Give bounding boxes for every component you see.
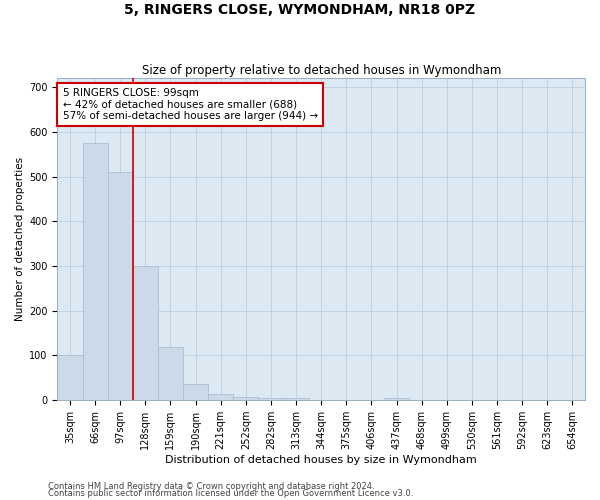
- Bar: [284, 398, 308, 400]
- Text: 5, RINGERS CLOSE, WYMONDHAM, NR18 0PZ: 5, RINGERS CLOSE, WYMONDHAM, NR18 0PZ: [124, 2, 476, 16]
- Bar: [83, 143, 107, 400]
- Text: Contains public sector information licensed under the Open Government Licence v3: Contains public sector information licen…: [48, 490, 413, 498]
- Bar: [233, 396, 259, 400]
- Bar: [208, 394, 233, 400]
- Text: 5 RINGERS CLOSE: 99sqm
← 42% of detached houses are smaller (688)
57% of semi-de: 5 RINGERS CLOSE: 99sqm ← 42% of detached…: [62, 88, 318, 121]
- Title: Size of property relative to detached houses in Wymondham: Size of property relative to detached ho…: [142, 64, 501, 77]
- Bar: [133, 266, 158, 400]
- Bar: [158, 348, 183, 400]
- Y-axis label: Number of detached properties: Number of detached properties: [15, 157, 25, 322]
- Bar: [58, 356, 83, 400]
- Bar: [384, 398, 409, 400]
- Bar: [183, 384, 208, 400]
- Bar: [107, 172, 133, 400]
- Text: Contains HM Land Registry data © Crown copyright and database right 2024.: Contains HM Land Registry data © Crown c…: [48, 482, 374, 491]
- Bar: [259, 398, 284, 400]
- X-axis label: Distribution of detached houses by size in Wymondham: Distribution of detached houses by size …: [166, 455, 477, 465]
